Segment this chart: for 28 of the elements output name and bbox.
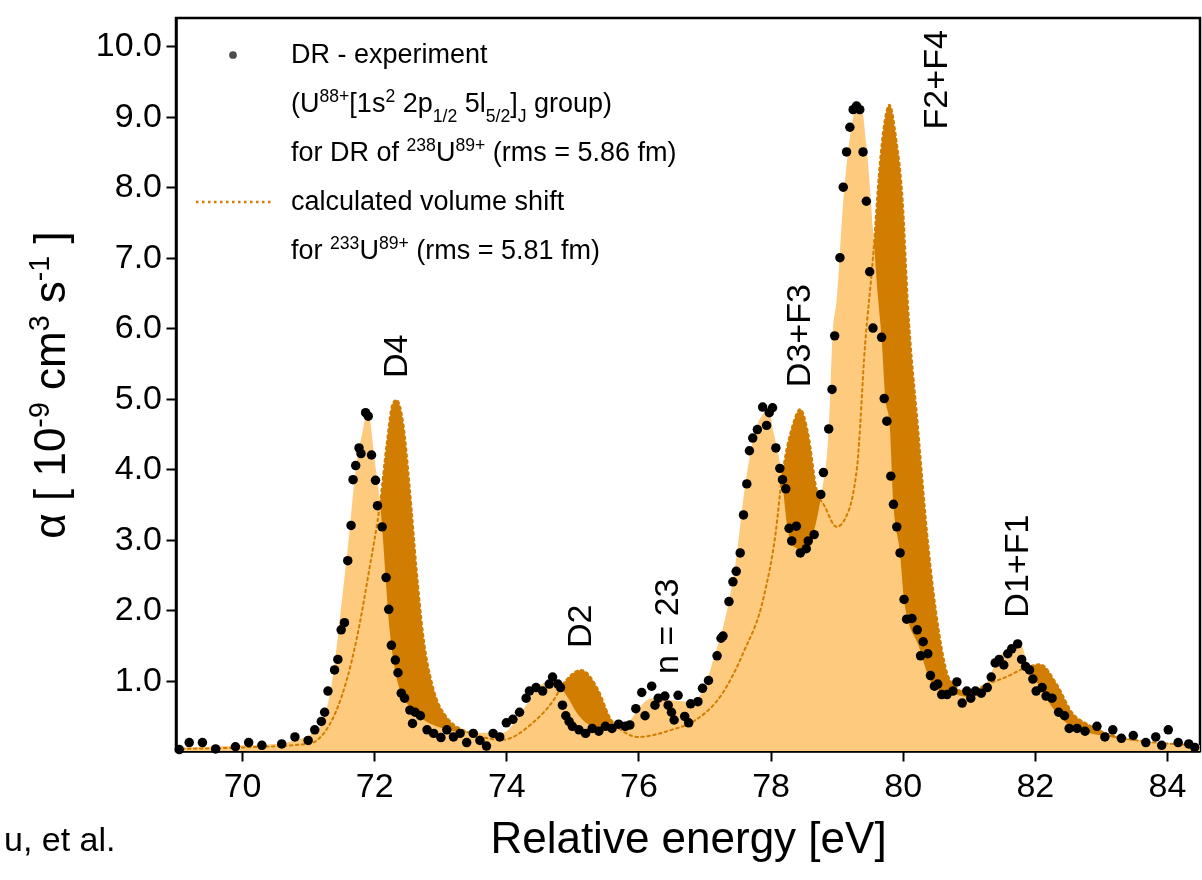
y-tick-label: 10.0 xyxy=(95,25,162,64)
legend-label: calculated volume shift for $^{233}$U$^{89+}$ (rms = 5.81 fm) xyxy=(291,186,601,265)
x-tick-label: 80 xyxy=(884,765,923,804)
y-tick-label: 6.0 xyxy=(114,307,162,346)
annotation: D3+F3 xyxy=(779,284,818,388)
x-tick-label: 82 xyxy=(1016,765,1055,804)
y-tick-label: 5.0 xyxy=(114,377,162,416)
annotation: F2+F4 xyxy=(916,30,955,130)
y-tick-label: 4.0 xyxy=(114,448,162,487)
x-tick-label: 76 xyxy=(620,765,658,804)
y-tick-label: 3.0 xyxy=(114,518,162,557)
x-tick-label: 70 xyxy=(223,765,262,804)
annotation: D2 xyxy=(559,604,598,648)
annotation: D1+F1 xyxy=(997,514,1036,618)
x-tick-label: 78 xyxy=(752,765,790,804)
annotation: n = 23 xyxy=(647,578,686,675)
x-tick-label: 74 xyxy=(487,765,526,804)
annotation: D4 xyxy=(375,334,414,379)
y-tick-label: 9.0 xyxy=(114,95,162,134)
y-tick-label: 7.0 xyxy=(114,236,162,275)
text: DR - experiment (U$^{88+}$[1s$^{2}$ 2p$_{1/2}$ 5l$_{5/2}$]$_{J}$ group) for DR of $^{238}$U$^{89+}$ (rms = 5.86 fm) xyxy=(291,39,677,167)
x-tick-label: 84 xyxy=(1148,765,1187,804)
text: u, et al. xyxy=(4,820,116,858)
y-tick-label: 1.0 xyxy=(114,659,162,698)
y-tick-label: 2.0 xyxy=(114,589,162,628)
x-tick-label: 72 xyxy=(355,765,394,804)
x-axis-title: Relative energy [eV] xyxy=(490,812,887,862)
y-tick-label: 8.0 xyxy=(114,166,162,205)
